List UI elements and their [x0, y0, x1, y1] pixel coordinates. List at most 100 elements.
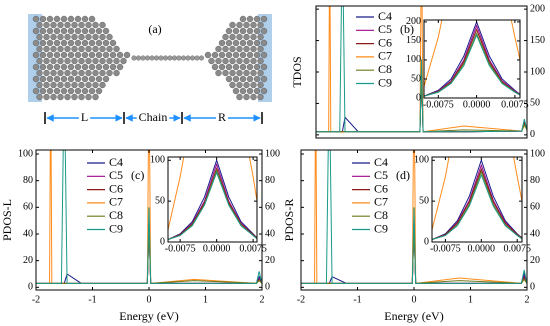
- atom: [260, 15, 268, 23]
- atom: [239, 15, 247, 23]
- atom: [71, 33, 78, 41]
- atom: [92, 93, 99, 101]
- structure-diagram: (a) L Chain R: [28, 14, 272, 125]
- y-tick-label: 100: [530, 66, 545, 77]
- atom: [78, 33, 85, 41]
- atom: [36, 57, 43, 65]
- atom: [39, 51, 47, 59]
- chain-atom: [162, 55, 168, 61]
- plot-frame: [423, 19, 521, 99]
- atom: [218, 63, 226, 71]
- series-line: [168, 171, 257, 241]
- atom: [116, 51, 124, 59]
- y-tick-label: 80: [530, 175, 540, 186]
- chain-atom: [180, 55, 186, 61]
- atom: [71, 81, 78, 89]
- x-tick-label: -1: [353, 294, 361, 305]
- x-tick-label: 0.0000: [463, 99, 491, 110]
- atom: [260, 51, 268, 59]
- atom: [88, 75, 96, 83]
- plot-frame: [431, 156, 523, 243]
- y-tick-label: 40: [265, 228, 275, 239]
- series-line: [424, 33, 520, 97]
- atom: [225, 27, 233, 35]
- plot-background: [168, 157, 257, 242]
- atom: [250, 33, 257, 41]
- atom: [81, 27, 89, 35]
- atom: [225, 75, 233, 83]
- atom: [88, 51, 96, 59]
- atom: [60, 63, 68, 71]
- region-label: L: [81, 110, 88, 124]
- atom: [74, 63, 82, 71]
- region-label-bg: [215, 111, 229, 125]
- series-line: [168, 166, 257, 241]
- atom: [81, 63, 89, 71]
- series-line: [316, 6, 527, 133]
- legend-label: C8: [378, 62, 392, 76]
- atom: [253, 75, 261, 83]
- atom: [253, 51, 261, 59]
- atom: [106, 33, 113, 41]
- atom: [43, 93, 50, 101]
- chart: 0 50 100 -0.0075 0.0000 0.0075: [150, 155, 267, 255]
- x-tick-label: 2: [260, 294, 265, 305]
- atom: [236, 57, 243, 65]
- atom: [99, 69, 106, 77]
- y-tick-label: 100: [265, 148, 280, 159]
- x-axis-title: Energy (eV): [119, 309, 178, 323]
- atom: [46, 75, 54, 83]
- atom: [57, 57, 64, 65]
- atom: [92, 33, 99, 41]
- atom: [243, 57, 250, 65]
- y-tick-label: 60: [265, 202, 275, 213]
- atom: [39, 75, 47, 83]
- atom: [236, 45, 243, 53]
- x-axis-title: Energy (eV): [384, 309, 443, 323]
- chain-atom: [149, 55, 155, 61]
- atom: [64, 81, 71, 89]
- atom: [57, 93, 64, 101]
- atom: [50, 69, 57, 77]
- atom: [239, 75, 247, 83]
- atom: [36, 93, 43, 101]
- y-tick-label: 100: [530, 148, 545, 159]
- atom: [60, 15, 68, 23]
- y-tick-label: 100: [406, 54, 421, 65]
- atom: [95, 27, 103, 35]
- atom: [67, 39, 75, 47]
- atom: [57, 45, 64, 53]
- legend-label: C7: [109, 195, 123, 209]
- chart: 0 0 20 20 40 40 60 60 80 80 100 100 -2 -1 0 1 2 PDOS-L Ene…: [0, 148, 280, 323]
- atom: [50, 57, 57, 65]
- x-tick-label: -0.0075: [423, 99, 454, 110]
- atom: [78, 81, 85, 89]
- atom: [78, 45, 85, 53]
- legend-label: C5: [374, 168, 388, 182]
- atom: [253, 87, 261, 95]
- plot-background: [432, 157, 522, 242]
- atom: [32, 27, 40, 35]
- atom: [39, 63, 47, 71]
- atom: [229, 57, 236, 65]
- region-label: R: [218, 110, 226, 124]
- atom: [60, 75, 68, 83]
- atom: [43, 33, 50, 41]
- atom: [260, 87, 268, 95]
- y-tick-label: 0: [530, 129, 535, 140]
- atom: [39, 39, 47, 47]
- y-tick-label: 150: [530, 35, 545, 46]
- y-tick-label: 0: [265, 282, 270, 293]
- atom: [250, 93, 257, 101]
- atom: [57, 69, 64, 77]
- atom: [64, 93, 71, 101]
- x-tick-label: 0.0075: [501, 99, 529, 110]
- x-tick-label: -0.0075: [165, 243, 196, 254]
- atom: [243, 93, 250, 101]
- legend-label: C9: [109, 221, 123, 235]
- atom: [74, 51, 82, 59]
- atom: [32, 63, 40, 71]
- series-line: [36, 150, 262, 284]
- atom: [239, 87, 247, 95]
- atom: [92, 45, 99, 53]
